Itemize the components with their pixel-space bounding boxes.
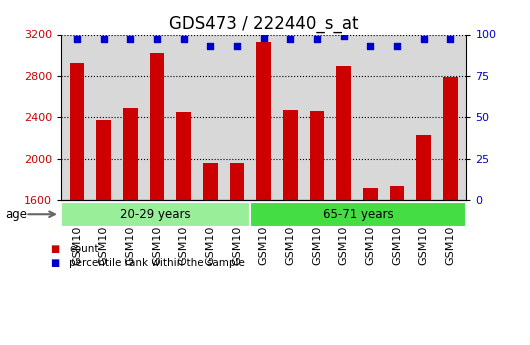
Point bbox=[153, 37, 161, 42]
Point bbox=[366, 43, 375, 49]
Bar bbox=[203, 163, 218, 200]
Bar bbox=[250, 202, 466, 227]
Point bbox=[393, 43, 401, 49]
Point bbox=[233, 43, 241, 49]
Bar bbox=[417, 135, 431, 200]
Bar bbox=[96, 120, 111, 200]
Point bbox=[259, 35, 268, 41]
Point bbox=[126, 37, 135, 42]
Title: GDS473 / 222440_s_at: GDS473 / 222440_s_at bbox=[169, 15, 358, 33]
Bar bbox=[310, 111, 324, 200]
Text: count: count bbox=[69, 244, 99, 254]
Bar bbox=[123, 108, 138, 200]
Text: ■: ■ bbox=[50, 244, 59, 254]
Bar bbox=[257, 42, 271, 200]
Bar bbox=[149, 53, 164, 200]
Point bbox=[286, 37, 295, 42]
Point bbox=[180, 37, 188, 42]
Point bbox=[313, 37, 321, 42]
Text: age: age bbox=[5, 208, 28, 221]
Point bbox=[100, 37, 108, 42]
Text: 20-29 years: 20-29 years bbox=[120, 208, 191, 221]
Bar bbox=[229, 163, 244, 200]
Text: 65-71 years: 65-71 years bbox=[323, 208, 394, 221]
Point bbox=[73, 37, 81, 42]
Bar bbox=[61, 202, 250, 227]
Bar bbox=[337, 66, 351, 200]
Bar bbox=[390, 186, 404, 200]
Text: ■: ■ bbox=[50, 258, 59, 268]
Point bbox=[206, 43, 215, 49]
Bar bbox=[443, 77, 458, 200]
Bar bbox=[69, 63, 84, 200]
Point bbox=[339, 33, 348, 39]
Point bbox=[419, 37, 428, 42]
Bar bbox=[363, 188, 378, 200]
Point bbox=[446, 37, 455, 42]
Bar bbox=[176, 112, 191, 200]
Text: percentile rank within the sample: percentile rank within the sample bbox=[69, 258, 245, 268]
Bar bbox=[283, 110, 298, 200]
